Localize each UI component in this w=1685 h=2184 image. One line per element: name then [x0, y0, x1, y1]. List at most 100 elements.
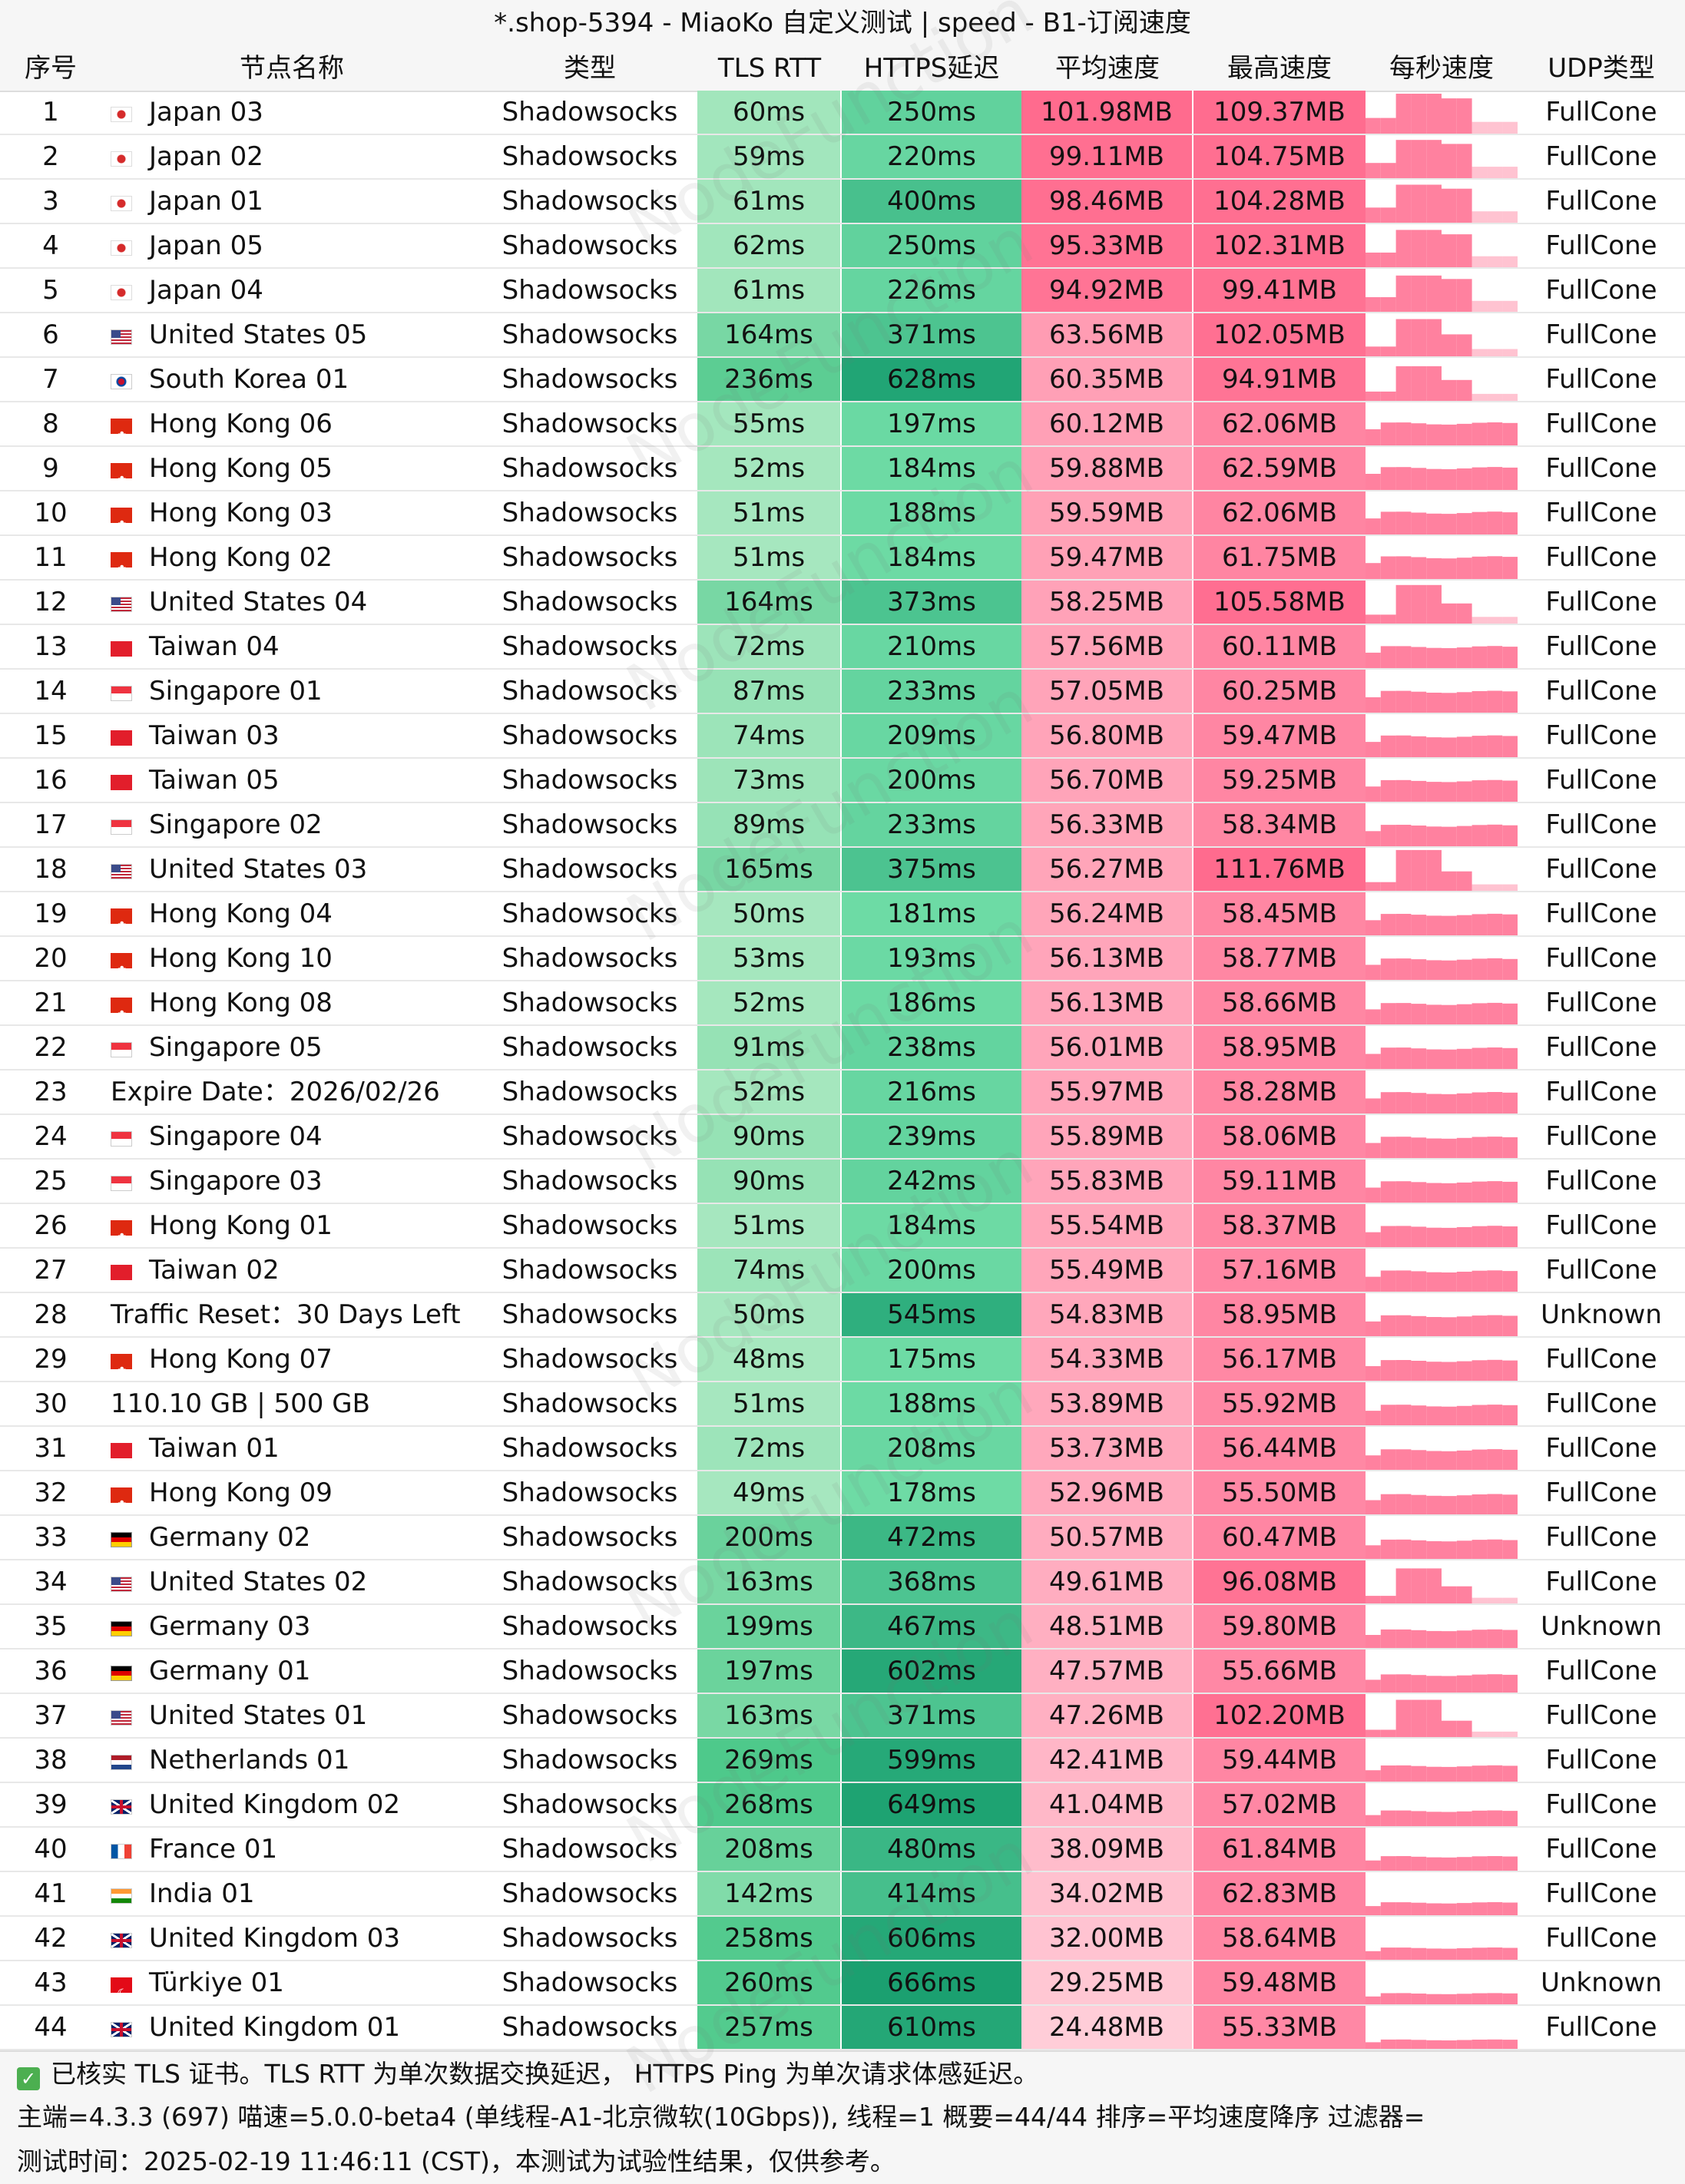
sparkline-bar — [1502, 1181, 1518, 1203]
sparkline-bar — [1471, 1731, 1488, 1737]
sparkline-bar — [1456, 647, 1472, 668]
row-tls-rtt: 74ms — [697, 714, 842, 757]
sparkline-bar — [1411, 2040, 1427, 2049]
node-name-text: 110.10 GB | 500 GB — [111, 1388, 370, 1419]
row-avg-speed: 47.57MB — [1021, 1650, 1193, 1693]
node-name-text: United States 03 — [149, 854, 368, 885]
row-https-latency: 178ms — [842, 1471, 1021, 1514]
sparkline-bar — [1395, 646, 1412, 668]
sparkline-bar — [1487, 646, 1503, 668]
sparkline-bar — [1456, 98, 1472, 134]
table-row: 10 Hong Kong 03 Shadowsocks 51ms188ms59.59M… — [0, 491, 1685, 536]
sparkline-bar — [1502, 211, 1518, 223]
row-tls-rtt: 60ms — [697, 91, 842, 134]
sparkline-bar — [1380, 346, 1396, 356]
table-row: 40 France 01 Shadowsocks 208ms 480ms 38.09MB 6… — [0, 1828, 1685, 1872]
row-max-speed: 102.20MB — [1193, 1694, 1366, 1737]
row-max-speed: 56.17MB — [1193, 1338, 1366, 1381]
node-name-text: Hong Kong 01 — [149, 1210, 333, 1241]
sparkline-bar — [1502, 1494, 1518, 1514]
sparkline-bar — [1456, 1720, 1472, 1737]
per-second-speed-sparkline — [1366, 1947, 1518, 1960]
sparkline-bar — [1502, 1993, 1518, 2004]
flag-jp-icon — [111, 151, 132, 167]
sparkline-bar — [1442, 514, 1457, 534]
sparkline-bar — [1366, 1276, 1381, 1292]
row-tls-rtt: 236ms — [697, 358, 842, 401]
sparkline-bar — [1456, 1048, 1472, 1069]
row-tls-rtt: 48ms — [697, 1338, 842, 1381]
sparkline-bar — [1411, 691, 1427, 713]
row-udp-type: FullCone — [1545, 720, 1657, 751]
sparkline-bar — [1456, 1495, 1472, 1514]
row-type: Shadowsocks — [502, 97, 678, 127]
sparkline-bar — [1411, 557, 1427, 579]
row-type: Shadowsocks — [502, 631, 678, 662]
row-type: Shadowsocks — [502, 1611, 678, 1642]
sparkline-bar — [1411, 140, 1427, 178]
row-tls-rtt: 257ms — [697, 2006, 842, 2049]
row-divider — [0, 1782, 1685, 1783]
flag-hk-icon — [111, 548, 132, 579]
row-https-latency: 226ms — [842, 269, 1021, 312]
sparkline-bar — [1366, 117, 1381, 134]
per-second-speed-sparkline — [1366, 646, 1518, 668]
table-row: 36 Germany 01 Shadowsocks 197ms 602ms 47.57MB… — [0, 1650, 1685, 1694]
sparkline-bar — [1366, 346, 1381, 356]
row-index: 1 — [42, 97, 59, 127]
sparkline-bar — [1442, 1049, 1457, 1069]
sparkline-bar — [1411, 423, 1427, 445]
row-type: Shadowsocks — [502, 1834, 678, 1865]
sparkline-bar — [1456, 334, 1472, 356]
flag-hk-icon — [111, 459, 132, 490]
sparkline-bar — [1411, 94, 1427, 134]
flag-sg-icon — [111, 686, 132, 701]
row-divider — [0, 1024, 1685, 1026]
row-type: Shadowsocks — [502, 1299, 678, 1330]
sparkline-bar — [1366, 474, 1381, 490]
row-udp-type: FullCone — [1545, 1433, 1657, 1464]
row-max-speed: 60.25MB — [1193, 670, 1366, 713]
flag-sg-icon — [111, 819, 132, 835]
sparkline-bar — [1502, 422, 1518, 445]
row-https-latency: 371ms — [842, 1694, 1021, 1737]
row-https-latency: 210ms — [842, 625, 1021, 668]
sparkline-bar — [1411, 184, 1427, 223]
row-index: 11 — [34, 542, 68, 573]
sparkline-bar — [1487, 1449, 1503, 1470]
sparkline-bar — [1502, 1405, 1518, 1425]
sparkline-bar — [1471, 825, 1488, 846]
row-max-speed: 58.64MB — [1193, 1917, 1366, 1960]
node-name-text: Singapore 01 — [149, 676, 323, 706]
sparkline-bar — [1366, 1635, 1381, 1648]
sparkline-bar — [1471, 467, 1488, 490]
sparkline-bar — [1456, 1540, 1472, 1559]
sparkline-bar — [1426, 1540, 1442, 1559]
row-divider — [0, 490, 1685, 491]
header-https-latency: HTTPS延迟 — [863, 53, 1000, 84]
sparkline-bar — [1380, 1226, 1396, 1247]
sparkline-bar — [1380, 1765, 1396, 1782]
sparkline-bar — [1380, 735, 1396, 757]
table-row: 14 Singapore 01 Shadowsocks 87ms 233ms 57.05M… — [0, 670, 1685, 714]
sparkline-bar — [1471, 1597, 1488, 1603]
table-row: 24 Singapore 04 Shadowsocks 90ms 239ms 55.89M… — [0, 1115, 1685, 1160]
row-index: 8 — [42, 409, 59, 439]
row-type: Shadowsocks — [502, 1700, 678, 1731]
node-name-text: Japan 01 — [149, 186, 263, 217]
sparkline-bar — [1380, 882, 1396, 891]
node-name-text: Taiwan 03 — [149, 720, 280, 751]
per-second-speed-sparkline — [1366, 1315, 1518, 1336]
row-udp-type: FullCone — [1545, 364, 1657, 395]
sparkline-bar — [1502, 557, 1518, 579]
sparkline-bar — [1426, 1317, 1442, 1336]
sparkline-bar — [1471, 1947, 1488, 1960]
row-node-name: United States 04 — [101, 581, 482, 624]
per-second-speed-sparkline — [1366, 366, 1518, 401]
sparkline-bar — [1471, 1674, 1488, 1693]
sparkline-bar — [1411, 1226, 1427, 1247]
sparkline-bar — [1442, 1004, 1457, 1024]
flag-tw-icon — [111, 1443, 132, 1458]
sparkline-bar — [1456, 1182, 1472, 1203]
node-name-text: United States 04 — [149, 587, 368, 617]
